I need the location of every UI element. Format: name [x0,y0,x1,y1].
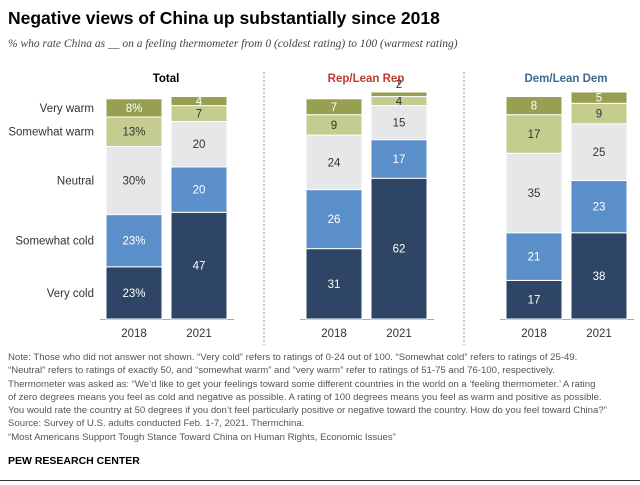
x-tick-label: 2021 [586,328,612,340]
pew-logo-text: PEW RESEARCH CENTER [8,455,140,467]
bottom-rule [0,480,640,481]
note-line: of zero degrees means you feel as cold a… [8,391,602,403]
data-label: 4 [396,96,403,108]
data-label: 20 [193,139,206,151]
bar-segment [570,123,628,182]
bar-segment [505,96,563,116]
data-label: 23% [122,236,145,248]
data-label: 26 [328,214,341,226]
bar-segment [505,279,563,320]
data-label: 15 [393,118,406,130]
report-title-line: “Most Americans Support Tough Stance Tow… [8,431,396,443]
data-label: 35 [528,188,541,200]
data-label: 7 [196,109,202,121]
legend-label: Somewhat warm [8,127,94,139]
note-line: Thermometer was asked as: “We’d like to … [8,378,596,390]
note-line: Note: Those who did not answer not shown… [8,352,578,363]
data-label: 7 [331,102,337,114]
data-label: 5 [596,93,602,105]
data-label: 38 [593,271,606,283]
data-label: 17 [393,154,406,166]
data-label: 2 [396,79,402,91]
data-label: 17 [528,295,541,307]
data-label: 17 [528,129,541,141]
panel-title: Rep/Lean Rep [328,73,405,85]
bar-segment [170,211,228,320]
data-label: 47 [193,261,206,273]
bar-segment [105,116,163,147]
bar-segment [170,96,228,107]
bar-segment [370,105,428,141]
bar-segment [505,114,563,154]
bar-segment [105,145,163,216]
data-label: 8 [531,101,537,113]
bar-segment [570,180,628,234]
data-label: 24 [328,157,341,169]
x-tick-label: 2018 [321,328,347,340]
bar-segment [305,98,363,116]
data-label: 9 [331,120,337,132]
legend-label: Very cold [47,288,94,300]
x-tick-label: 2021 [386,328,412,340]
stacked-bar-chart: Total 23% Very cold 23% Somewhat cold 30% Neut… [8,72,634,345]
bar-segment [305,134,363,191]
note-line: “Neutral” refers to ratings of exactly 5… [8,365,555,377]
data-label: 23% [122,288,145,300]
bar-segment [370,177,428,320]
chart-subtitle: % who rate China as __ on a feeling ther… [8,38,458,50]
bar-segment [570,91,628,104]
bar-segment [370,91,428,98]
data-label: 8% [126,103,143,115]
bar-segment [170,166,228,213]
x-tick-label: 2021 [186,328,212,340]
legend-label: Somewhat cold [15,236,94,248]
bar-segment [570,232,628,320]
note-line: You would rate the country at 50 degrees… [8,405,607,417]
data-label: 31 [328,279,341,291]
legend-label: Neutral [57,176,94,188]
data-label: 30% [122,176,145,188]
data-label: 62 [393,244,406,256]
data-label: 20 [193,185,206,197]
bar-segment [305,248,363,320]
legend-label: Very warm [40,103,94,115]
chart-title: Negative views of China up substantially… [8,8,440,28]
bar-segment [170,121,228,168]
source-line: Source: Survey of U.S. adults conducted … [8,418,305,430]
data-label: 4 [196,96,203,108]
x-tick-label: 2018 [121,328,147,340]
data-label: 9 [596,109,602,121]
data-label: 23 [593,202,606,214]
data-label: 21 [528,252,541,264]
x-tick-label: 2018 [521,328,547,340]
data-label: 25 [593,147,606,159]
panel-title: Dem/Lean Dem [524,73,607,85]
bar-segment [105,98,163,118]
data-label: 13% [122,127,145,139]
panel-title: Total [153,73,180,85]
notes: Note: Those who did not answer not shown… [8,351,638,444]
bar-segment [105,266,163,320]
